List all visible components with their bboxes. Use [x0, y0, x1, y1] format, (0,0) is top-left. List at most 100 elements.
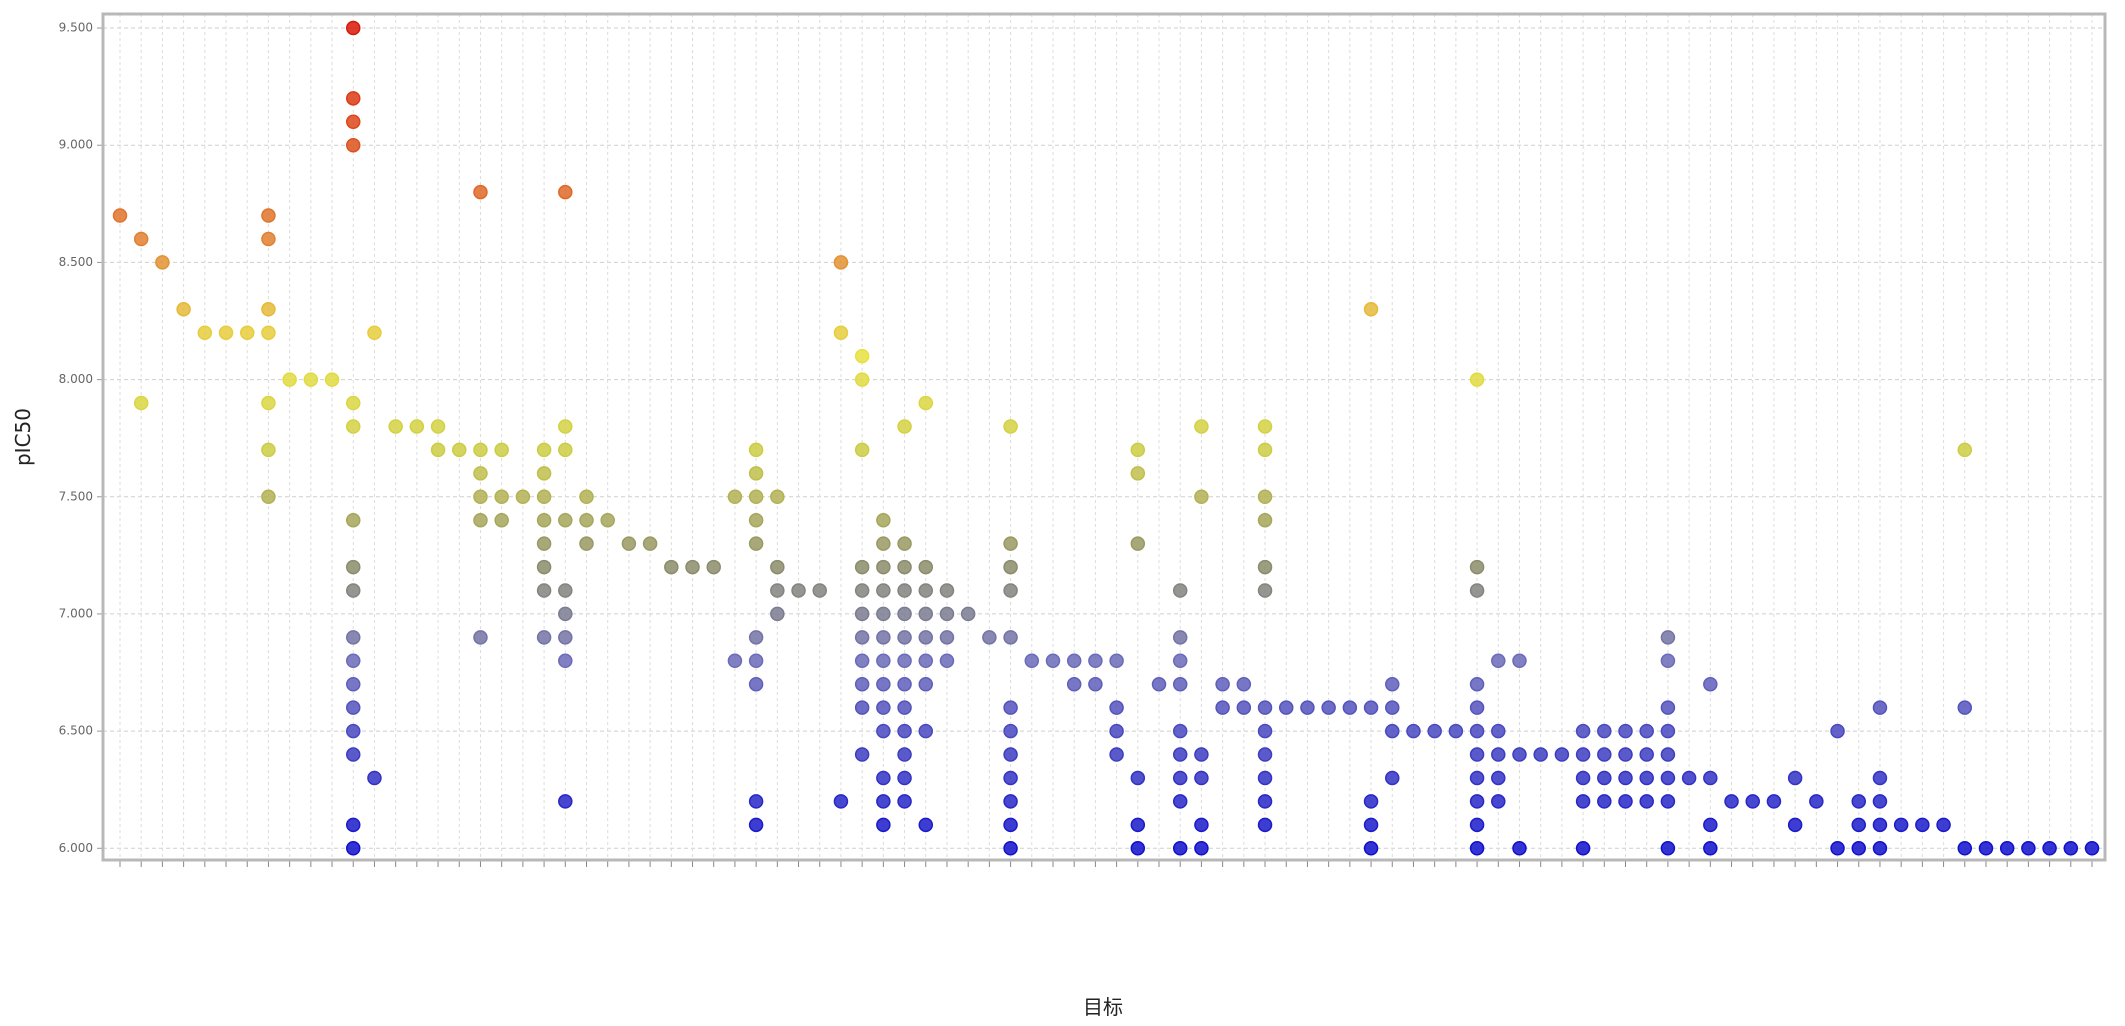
- data-point: [1257, 489, 1273, 505]
- data-point: [897, 747, 912, 762]
- data-point: [1554, 747, 1570, 762]
- data-point: [558, 512, 573, 528]
- data-point: [1151, 676, 1167, 692]
- data-point: [600, 512, 615, 528]
- data-point: [939, 630, 955, 645]
- data-point: [1660, 653, 1676, 669]
- data-point: [579, 489, 594, 505]
- data-point: [1427, 723, 1442, 739]
- data-point: [1003, 770, 1018, 786]
- data-point: [854, 583, 870, 598]
- data-point: [897, 559, 912, 575]
- data-point: [345, 114, 361, 130]
- data-point: [345, 583, 361, 598]
- data-point: [1385, 700, 1400, 715]
- data-point: [1172, 841, 1188, 856]
- data-point: [1003, 583, 1018, 598]
- data-point: [409, 419, 425, 434]
- data-point: [345, 559, 361, 575]
- data-point: [494, 489, 509, 505]
- data-point: [918, 817, 934, 833]
- data-point: [282, 372, 297, 387]
- data-point: [579, 536, 594, 551]
- data-point: [1597, 794, 1612, 809]
- data-point: [558, 794, 573, 809]
- data-point: [1660, 794, 1676, 809]
- data-point: [748, 676, 764, 692]
- data-point: [748, 466, 764, 481]
- data-point: [876, 630, 891, 645]
- data-point: [133, 395, 149, 411]
- data-point: [1363, 817, 1379, 833]
- data-point: [897, 676, 912, 692]
- data-point: [345, 653, 361, 669]
- data-point: [939, 606, 955, 622]
- data-point: [367, 770, 382, 786]
- data-point: [876, 794, 891, 809]
- data-point: [1575, 747, 1591, 762]
- data-point: [1130, 466, 1146, 481]
- data-point: [1618, 770, 1633, 786]
- points: [112, 20, 2100, 856]
- data-point: [1172, 653, 1188, 669]
- data-point: [748, 794, 764, 809]
- data-point: [1469, 770, 1485, 786]
- data-point: [1278, 700, 1294, 715]
- data-point: [748, 653, 764, 669]
- data-point: [854, 372, 870, 387]
- data-point: [1024, 653, 1040, 669]
- data-point: [345, 630, 361, 645]
- data-point: [1597, 747, 1612, 762]
- data-point: [1363, 794, 1379, 809]
- data-point: [1003, 630, 1018, 645]
- data-point: [1172, 794, 1188, 809]
- data-point: [876, 606, 891, 622]
- data-point: [770, 606, 785, 622]
- data-point: [854, 747, 870, 762]
- data-point: [494, 512, 509, 528]
- data-point: [1575, 770, 1591, 786]
- data-point: [1257, 747, 1273, 762]
- data-point: [1088, 676, 1103, 692]
- data-point: [770, 489, 785, 505]
- y-tick-label: 8.500: [59, 255, 93, 269]
- data-point: [261, 302, 276, 317]
- data-point: [876, 559, 891, 575]
- data-point: [239, 325, 255, 340]
- data-point: [1469, 700, 1485, 715]
- data-point: [1703, 817, 1718, 833]
- data-point: [1257, 794, 1273, 809]
- data-point: [854, 653, 870, 669]
- data-point: [1194, 489, 1209, 505]
- data-point: [1257, 559, 1273, 575]
- data-point: [1172, 747, 1188, 762]
- data-point: [1893, 817, 1909, 833]
- data-point: [558, 653, 573, 669]
- data-point: [1194, 419, 1209, 434]
- data-point: [1385, 676, 1400, 692]
- data-point: [558, 630, 573, 645]
- data-point: [1469, 817, 1485, 833]
- data-point: [1066, 676, 1082, 692]
- x-axis-title: 目标: [1083, 995, 1123, 1019]
- data-point: [1957, 700, 1973, 715]
- y-tick-label: 9.500: [59, 21, 93, 35]
- data-point: [1660, 630, 1676, 645]
- data-point: [1109, 747, 1124, 762]
- data-point: [1172, 630, 1188, 645]
- data-point: [1597, 770, 1612, 786]
- data-point: [1130, 536, 1146, 551]
- data-point: [1109, 723, 1124, 739]
- data-point: [536, 536, 552, 551]
- data-point: [1172, 770, 1188, 786]
- data-point: [345, 841, 361, 856]
- data-point: [1491, 653, 1506, 669]
- data-point: [1236, 700, 1252, 715]
- data-point: [1999, 841, 2015, 856]
- data-point: [748, 489, 764, 505]
- data-point: [1003, 794, 1018, 809]
- data-point: [833, 794, 849, 809]
- data-point: [1469, 676, 1485, 692]
- y-tick-label: 6.500: [59, 724, 93, 738]
